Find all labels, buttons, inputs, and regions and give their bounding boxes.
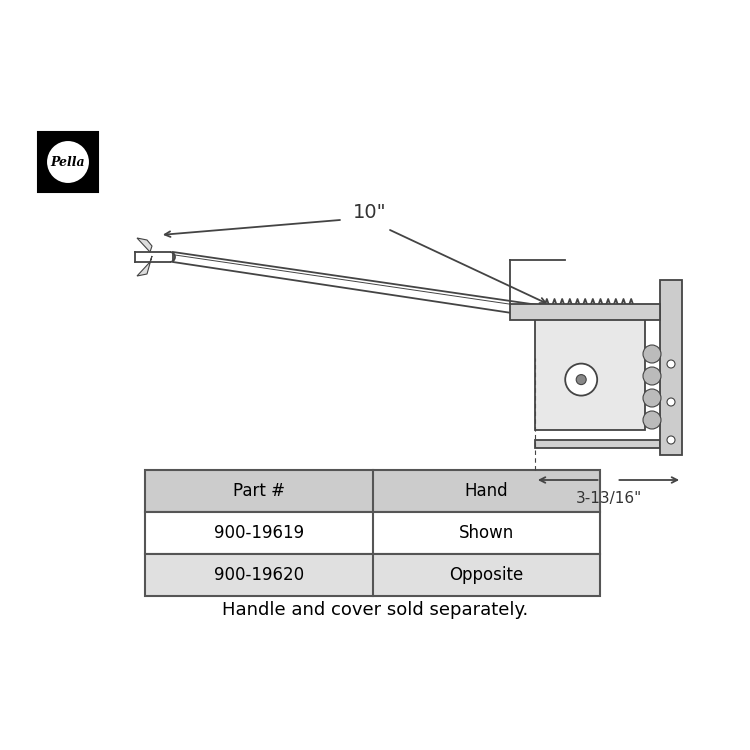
Circle shape [643, 389, 661, 407]
Bar [535, 310, 645, 430]
Bar [535, 440, 660, 448]
Bar [145, 470, 600, 512]
Circle shape [667, 436, 675, 444]
Text: 900-19619: 900-19619 [214, 524, 304, 542]
Text: Pella: Pella [51, 155, 86, 169]
Bar [510, 304, 660, 320]
Polygon shape [173, 252, 545, 318]
Circle shape [576, 374, 586, 385]
Bar [145, 512, 600, 554]
Circle shape [566, 364, 597, 395]
Circle shape [643, 345, 661, 363]
Polygon shape [137, 256, 152, 276]
Text: 10": 10" [353, 202, 387, 221]
Bar [38, 132, 98, 192]
Text: Opposite: Opposite [449, 566, 524, 584]
Bar [145, 554, 600, 596]
Circle shape [643, 411, 661, 429]
Text: Handle and cover sold separately.: Handle and cover sold separately. [222, 601, 528, 619]
Text: 900-19620: 900-19620 [214, 566, 304, 584]
Circle shape [667, 360, 675, 368]
Text: Hand: Hand [464, 482, 508, 500]
Circle shape [46, 140, 90, 184]
Text: 3-13/16": 3-13/16" [575, 490, 641, 506]
Circle shape [667, 398, 675, 406]
Text: Part #: Part # [232, 482, 285, 500]
Bar [660, 280, 682, 455]
Polygon shape [137, 238, 152, 252]
Text: Shown: Shown [458, 524, 514, 542]
Circle shape [643, 367, 661, 385]
